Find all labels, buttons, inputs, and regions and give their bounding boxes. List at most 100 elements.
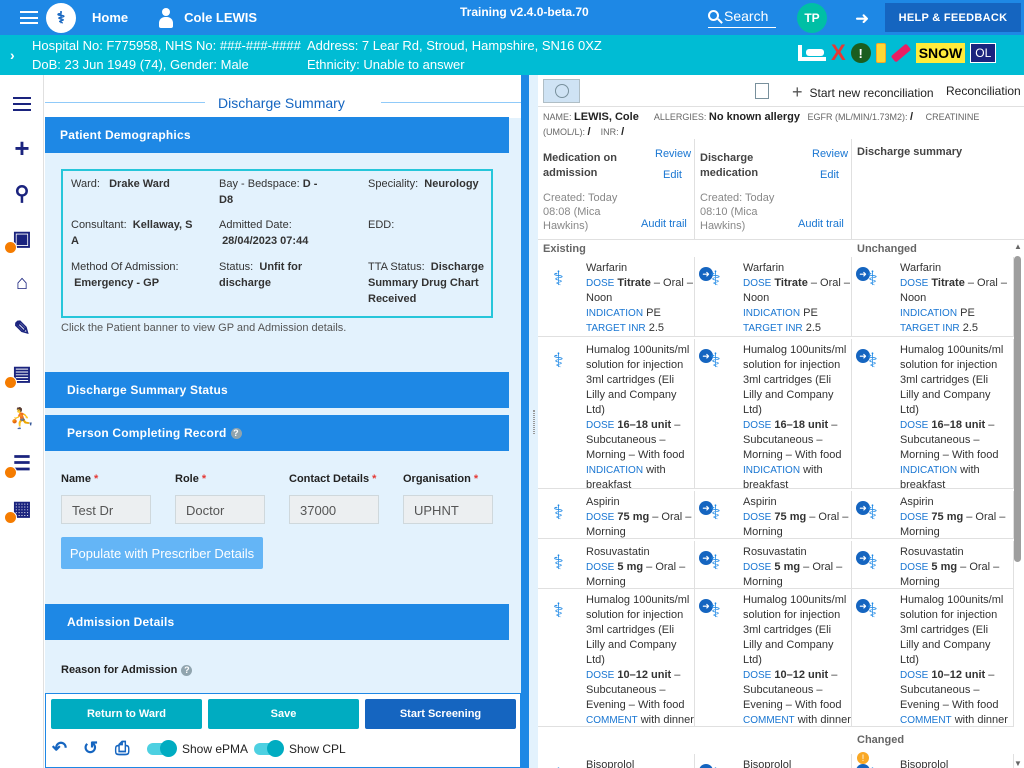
audit-trail-link[interactable]: Audit trail xyxy=(798,218,844,230)
populate-prescriber-button[interactable]: Populate with Prescriber Details xyxy=(61,537,263,569)
camera-icon[interactable]: ▣ xyxy=(4,226,34,254)
medication-cell[interactable]: ⚕ Aspirin DOSE 75 mg – Oral – Morning xyxy=(538,491,695,539)
reconciliation-toolbar: + Start new reconciliation Reconciliation… xyxy=(538,75,1024,107)
medication-icon: ⚕ xyxy=(710,268,721,290)
start-screening-button[interactable]: Start Screening xyxy=(365,699,516,729)
medication-cell[interactable]: ➜⚕ Bisoprolol xyxy=(852,754,1014,768)
organisation-label: Organisation * xyxy=(403,473,479,485)
medication-cell[interactable]: ➜ ⚕ Aspirin DOSE 75 mg – Oral – Morning xyxy=(695,491,852,539)
edit-note-icon[interactable]: ✎ xyxy=(13,317,31,340)
section-patient-demographics[interactable]: Patient Demographics xyxy=(45,117,509,153)
medication-icon: ⚕ xyxy=(867,600,878,622)
discharge-summary-panel: Discharge Summary Patient Demographics W… xyxy=(45,75,521,693)
alert-exclamation-icon[interactable]: ! xyxy=(850,43,871,63)
medication-cell[interactable]: ➜ ⚕ Warfarin DOSE Titrate – Oral – Noon INDI… xyxy=(695,257,852,337)
snow-badge[interactable]: SNOW xyxy=(915,43,966,63)
medication-cell[interactable]: ⚕ Humalog 100units/ml solution for inject… xyxy=(538,339,695,489)
user-avatar[interactable]: TP xyxy=(797,3,827,33)
section-admission-details[interactable]: Admission Details xyxy=(45,604,509,640)
medication-extra: TARGET INR 2.5 xyxy=(900,322,978,334)
medication-icon[interactable] xyxy=(875,43,886,63)
panel-divider[interactable] xyxy=(521,75,529,768)
hide-view-button[interactable] xyxy=(543,79,580,103)
logout-icon[interactable]: ➜ xyxy=(855,9,870,28)
report-icon[interactable]: ▦ xyxy=(4,496,34,524)
show-cpl-toggle[interactable] xyxy=(254,740,284,757)
help-feedback-button[interactable]: HELP & FEEDBACK xyxy=(885,3,1021,32)
review-link[interactable]: Review xyxy=(655,148,692,160)
name-field[interactable]: Test Dr xyxy=(61,495,151,524)
save-button[interactable]: Save xyxy=(208,699,359,729)
plus-icon: + xyxy=(792,82,803,102)
group-existing: Existing xyxy=(543,243,586,255)
organisation-field[interactable]: UPHNT xyxy=(403,495,493,524)
medication-details: Aspirin DOSE 75 mg – Oral – Morning xyxy=(586,495,694,538)
history-icon[interactable]: ↺ xyxy=(83,738,99,758)
medication-cell[interactable]: ➜ ⚕ Rosuvastatin DOSE 5 mg – Oral – Morning xyxy=(852,541,1014,589)
ethnicity: Ethnicity: Unable to answer xyxy=(307,57,465,72)
resize-handle[interactable] xyxy=(533,410,535,434)
print-icon[interactable]: ⎙ xyxy=(115,738,130,758)
home-plus-icon[interactable]: ⌂ xyxy=(15,271,29,294)
medication-dose: DOSE 75 mg – Oral – Morning xyxy=(586,511,692,538)
medication-cell[interactable]: ⚕ Humalog 100units/ml solution for inject… xyxy=(538,589,695,727)
eraser-icon[interactable] xyxy=(890,43,911,63)
method-value: Emergency - GP xyxy=(74,277,160,289)
return-to-ward-button[interactable]: Return to Ward xyxy=(51,699,202,729)
medication-cell[interactable]: ➜ ⚕ Humalog 100units/ml solution for injec… xyxy=(695,589,852,727)
medication-details: Rosuvastatin DOSE 5 mg – Oral – Morning xyxy=(900,545,1008,588)
medication-cell[interactable]: ⚕ Warfarin DOSE Titrate – Oral – Noon INDIC… xyxy=(538,257,695,337)
contact-label: Contact Details * xyxy=(289,473,377,485)
medication-name: Rosuvastatin xyxy=(586,546,650,558)
medication-cell[interactable]: ➜⚕ Bisoprolol xyxy=(695,754,852,768)
home-link[interactable]: Home xyxy=(92,10,129,25)
patient-banner[interactable]: › Hospital No: F775958, NHS No: ###-###-… xyxy=(0,35,1024,75)
scroll-up-icon[interactable]: ▲ xyxy=(1014,242,1022,251)
undo-icon[interactable]: ↶ xyxy=(52,738,68,758)
medication-cell[interactable]: ➜ ⚕ Rosuvastatin DOSE 5 mg – Oral – Morning xyxy=(695,541,852,589)
show-epma-toggle[interactable] xyxy=(147,740,177,757)
medication-cell[interactable]: ➜ ⚕ Warfarin DOSE Titrate – Oral – Noon INDI… xyxy=(852,257,1014,337)
search-button[interactable]: Search xyxy=(708,4,776,28)
scroll-thumb[interactable] xyxy=(1014,256,1021,562)
review-link[interactable]: Review xyxy=(812,148,849,160)
medication-dose: DOSE Titrate – Oral – Noon xyxy=(900,277,1008,304)
list-icon[interactable] xyxy=(10,92,34,116)
medication-cell[interactable]: ⚕ Rosuvastatin DOSE 5 mg – Oral – Morning xyxy=(538,541,695,589)
panel-title-bar: Discharge Summary xyxy=(45,75,521,118)
contact-field[interactable]: 37000 xyxy=(289,495,379,524)
medication-cell[interactable]: ➜ ⚕ Aspirin DOSE 75 mg – Oral – Morning xyxy=(852,491,1014,539)
resuscitation-x-icon[interactable]: X xyxy=(831,40,846,65)
menu-icon[interactable] xyxy=(20,11,38,24)
clipboard-icon[interactable]: ▤ xyxy=(4,361,34,389)
section-discharge-status[interactable]: Discharge Summary Status xyxy=(45,372,509,408)
plus-icon[interactable]: + xyxy=(14,132,30,163)
audit-trail-link[interactable]: Audit trail xyxy=(641,218,687,230)
medication-cell[interactable]: ⚕ Bisoprolol xyxy=(538,754,695,768)
scroll-down-icon[interactable]: ▼ xyxy=(1014,759,1022,768)
patient-name[interactable]: Cole LEWIS xyxy=(184,10,258,25)
help-icon[interactable]: ? xyxy=(181,665,193,676)
discharge-icon[interactable]: ⛹ xyxy=(9,407,35,430)
medication-cell[interactable]: ➜ ⚕ Humalog 100units/ml solution for injec… xyxy=(852,589,1014,727)
medication-icon: ⚕ xyxy=(710,502,721,524)
medication-details: Warfarin DOSE Titrate – Oral – Noon INDICA… xyxy=(743,261,851,336)
medication-reconciliation-panel: + Start new reconciliation Reconciliation… xyxy=(538,75,1024,768)
stethoscope-icon[interactable]: ⚲ xyxy=(14,182,30,205)
medication-cell[interactable]: ➜ ⚕ Humalog 100units/ml solution for injec… xyxy=(695,339,852,489)
checklist-icon[interactable]: ☰ xyxy=(4,451,34,479)
scrollbar[interactable]: ▲ ▼ xyxy=(1014,242,1022,768)
help-icon[interactable]: ? xyxy=(230,427,242,439)
ol-badge[interactable]: OL xyxy=(970,43,997,63)
medication-cell[interactable]: ➜ ⚕ Humalog 100units/ml solution for injec… xyxy=(852,339,1014,489)
edit-link[interactable]: Edit xyxy=(663,169,682,181)
document-icon[interactable] xyxy=(755,83,769,99)
bed-icon[interactable] xyxy=(798,45,826,61)
section-person-completing[interactable]: Person Completing Record? xyxy=(45,415,509,451)
medication-name: Humalog 100units/ml solution for injecti… xyxy=(586,594,690,666)
edit-link[interactable]: Edit xyxy=(820,169,839,181)
reconciliation-status[interactable]: Reconciliation st xyxy=(946,84,1024,98)
start-new-reconciliation-button[interactable]: + Start new reconciliation xyxy=(792,82,934,102)
side-rail: + ⚲ ▣ ⌂ ✎ ▤ ⛹ ☰ ▦ xyxy=(0,75,44,768)
role-field[interactable]: Doctor xyxy=(175,495,265,524)
